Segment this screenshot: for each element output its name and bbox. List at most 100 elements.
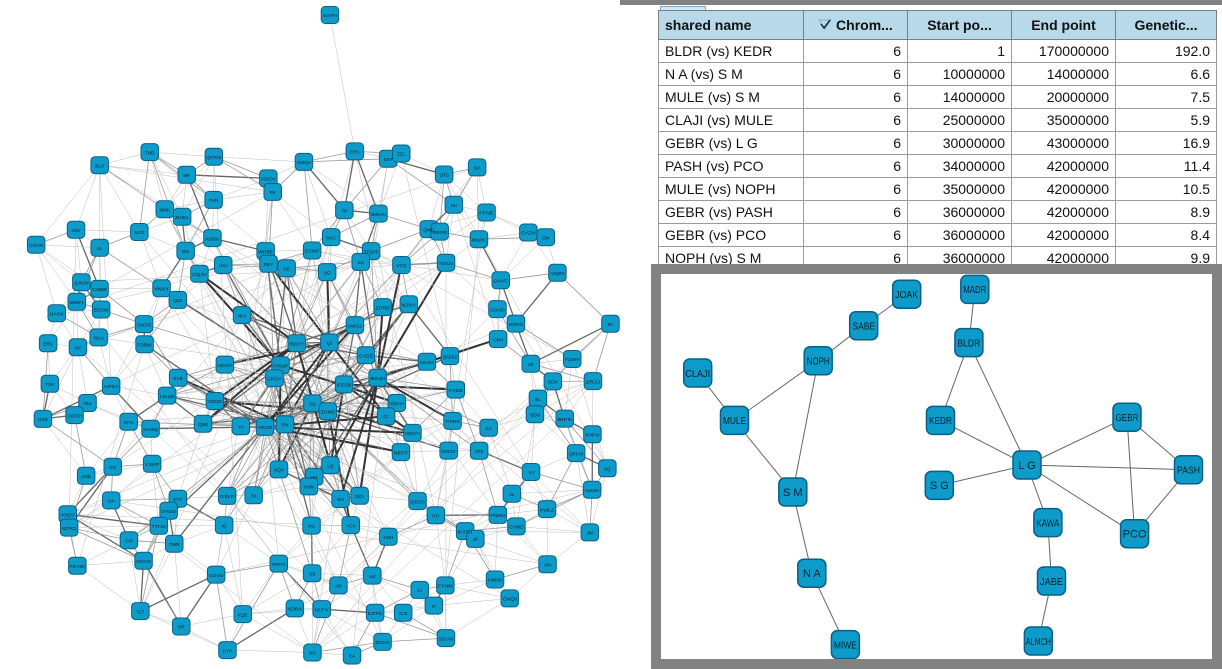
svg-text:OIQI: OIQI: [503, 597, 518, 602]
svg-text:GMKGL: GMKGL: [348, 323, 363, 328]
svg-text:CLAJI: CLAJI: [685, 369, 710, 380]
svg-text:BN: BN: [337, 497, 343, 502]
svg-text:NO: NO: [309, 651, 316, 656]
svg-text:FYNM: FYNM: [438, 584, 453, 589]
svg-text:ERC: ERC: [43, 342, 53, 347]
svg-text:ETC: ETC: [173, 497, 183, 502]
svg-text:IIV: IIV: [608, 322, 615, 327]
svg-text:ZESAK: ZESAK: [375, 640, 390, 645]
svg-text:RKY: RKY: [264, 262, 273, 267]
svg-text:MNLRC: MNLRC: [472, 237, 487, 242]
svg-text:VNXY: VNXY: [154, 286, 169, 291]
svg-text:MADR: MADR: [963, 284, 986, 296]
svg-text:MIWE: MIWE: [834, 639, 857, 651]
svg-text:VZDZZ: VZDZZ: [208, 399, 223, 404]
svg-text:VL: VL: [97, 246, 103, 251]
svg-text:PASH: PASH: [1177, 465, 1200, 477]
svg-text:FWND: FWND: [488, 578, 503, 583]
svg-text:UG: UG: [324, 270, 331, 275]
svg-text:CA: CA: [349, 654, 356, 659]
svg-text:MULE: MULE: [723, 415, 746, 427]
svg-text:ADQRG: ADQRG: [550, 271, 565, 276]
svg-text:KYB: KYB: [173, 376, 182, 381]
svg-text:ALMCH: ALMCH: [1026, 637, 1051, 648]
svg-text:QZZ: QZZ: [173, 298, 182, 303]
svg-text:OCFSH: OCFSH: [67, 413, 82, 418]
svg-text:OJE: OJE: [399, 611, 408, 616]
svg-text:NXT: NXT: [384, 157, 393, 162]
svg-text:NOPH: NOPH: [807, 356, 830, 368]
svg-text:QJ: QJ: [326, 341, 332, 346]
svg-text:YJ: YJ: [238, 424, 243, 429]
svg-text:FG: FG: [308, 524, 315, 529]
svg-text:KQE: KQE: [238, 612, 248, 617]
svg-text:TND: TND: [145, 150, 155, 155]
svg-text:IVI: IVI: [251, 494, 257, 499]
svg-text:NZYKQ: NZYKQ: [62, 526, 77, 531]
svg-text:XV: XV: [75, 345, 82, 350]
svg-text:FF: FF: [383, 415, 389, 420]
svg-text:BBKQH: BBKQH: [370, 376, 385, 381]
svg-text:CSBB: CSBB: [92, 287, 107, 292]
svg-text:ON: ON: [542, 235, 549, 240]
svg-text:BLDR: BLDR: [957, 337, 980, 349]
svg-text:L G: L G: [1018, 460, 1035, 472]
svg-text:FOBW: FOBW: [137, 343, 152, 348]
svg-text:KAWA: KAWA: [1036, 517, 1059, 529]
svg-text:MZFIO: MZFIO: [509, 322, 524, 327]
svg-text:TTHG: TTHG: [152, 524, 167, 529]
svg-text:ZFE: ZFE: [475, 449, 484, 454]
svg-text:VOQAT: VOQAT: [61, 513, 76, 518]
svg-text:YQ: YQ: [309, 402, 316, 407]
svg-text:LQ: LQ: [327, 463, 334, 468]
svg-text:ALKMH: ALKMH: [585, 488, 600, 493]
svg-text:DZU: DZU: [355, 494, 364, 499]
svg-text:WLU: WLU: [94, 336, 104, 341]
svg-text:IFESB: IFESB: [337, 383, 352, 388]
svg-text:TFQVF: TFQVF: [364, 249, 379, 254]
svg-text:YCA: YCA: [346, 523, 356, 528]
svg-text:XMQV: XMQV: [297, 160, 312, 165]
svg-text:JOAK: JOAK: [895, 289, 918, 301]
svg-text:PNRM: PNRM: [491, 513, 506, 518]
svg-text:LIKSB: LIKSB: [160, 394, 175, 399]
svg-text:BL: BL: [535, 397, 541, 402]
svg-text:JM: JM: [587, 531, 593, 536]
svg-text:QNB: QNB: [198, 422, 208, 427]
svg-text:KTI: KTI: [432, 514, 439, 519]
svg-text:KG: KG: [109, 465, 116, 470]
svg-text:NRWFL: NRWFL: [70, 300, 85, 305]
svg-text:SZCAN: SZCAN: [439, 636, 454, 641]
svg-text:TWR: TWR: [169, 542, 180, 547]
svg-text:RQUTY: RQUTY: [289, 341, 304, 346]
svg-text:DVNCW: DVNCW: [161, 509, 176, 514]
svg-text:XHFVI: XHFVI: [585, 433, 600, 438]
svg-text:UE: UE: [369, 574, 375, 579]
svg-text:CBH: CBH: [383, 535, 393, 540]
svg-text:FFNE: FFNE: [479, 211, 494, 216]
svg-text:TLT: TLT: [136, 609, 144, 614]
svg-text:N A: N A: [803, 568, 821, 580]
svg-text:TVK: TVK: [45, 382, 55, 387]
svg-text:BIFS: BIFS: [557, 417, 572, 422]
svg-text:JP: JP: [473, 537, 478, 542]
svg-text:UQXAH: UQXAH: [390, 401, 405, 406]
svg-text:HR: HR: [178, 625, 185, 630]
svg-text:FLZWH: FLZWH: [565, 357, 580, 362]
svg-text:AJFEA: AJFEA: [104, 384, 119, 389]
svg-text:NJNV: NJNV: [402, 302, 418, 307]
svg-text:SA: SA: [486, 426, 493, 431]
svg-text:LME: LME: [81, 474, 90, 479]
svg-text:ZUNG: ZUNG: [321, 410, 336, 415]
svg-text:GXAD: GXAD: [490, 307, 505, 312]
svg-text:S M: S M: [783, 487, 803, 499]
svg-text:JLRUW: JLRUW: [74, 280, 89, 285]
svg-text:S G: S G: [930, 480, 949, 492]
svg-text:NEPT: NEPT: [394, 450, 409, 455]
svg-text:LRC: LRC: [440, 173, 450, 178]
svg-text:CKUXA: CKUXA: [420, 360, 435, 365]
svg-text:EYC: EYC: [350, 150, 360, 155]
svg-text:ASBK: ASBK: [205, 236, 221, 241]
svg-text:CYMD: CYMD: [509, 525, 524, 530]
svg-text:AD: AD: [335, 584, 342, 589]
